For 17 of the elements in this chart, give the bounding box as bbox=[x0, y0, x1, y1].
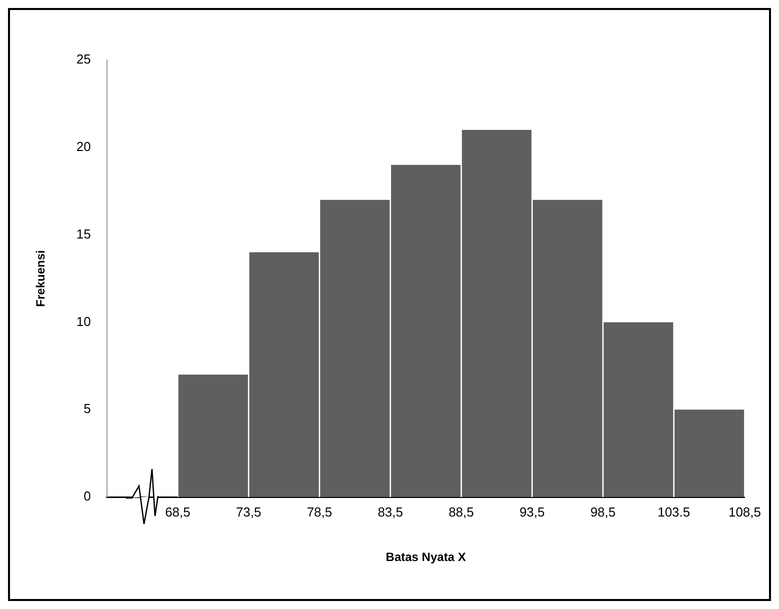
y-tick-label: 0 bbox=[84, 488, 91, 504]
x-tick-label: 98,5 bbox=[590, 504, 616, 520]
x-tick-label: 93,5 bbox=[519, 504, 545, 520]
y-tick-label: 10 bbox=[76, 314, 91, 329]
x-tick-label: 78,5 bbox=[306, 504, 332, 520]
x-tick-label: 103.5 bbox=[658, 504, 690, 520]
x-tick-label: 83,5 bbox=[378, 504, 404, 520]
x-axis-title: Batas Nyata X bbox=[386, 550, 466, 564]
y-tick-label: 5 bbox=[84, 401, 91, 416]
x-tick-label: 73,5 bbox=[236, 504, 262, 520]
x-tick-label: 108,5 bbox=[728, 504, 762, 520]
y-tick-label: 25 bbox=[76, 52, 91, 67]
x-tick-label: 68,5 bbox=[165, 504, 190, 520]
x-tick-label: 88,5 bbox=[448, 504, 474, 520]
y-tick-label: 20 bbox=[76, 138, 91, 154]
y-tick-label: 15 bbox=[76, 226, 91, 242]
y-axis-title: Frekuensi bbox=[34, 250, 48, 307]
